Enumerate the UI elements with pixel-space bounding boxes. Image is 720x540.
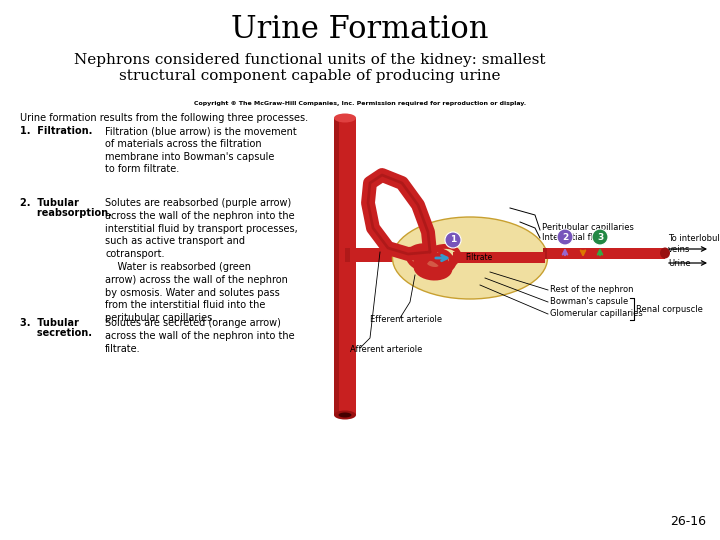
Text: Nephrons considered functional units of the kidney: smallest: Nephrons considered functional units of … xyxy=(74,53,546,67)
Bar xyxy=(334,118,339,415)
Ellipse shape xyxy=(660,247,670,259)
Text: Urine formation results from the following three processes.: Urine formation results from the followi… xyxy=(20,113,308,123)
Bar xyxy=(334,118,356,415)
Ellipse shape xyxy=(334,113,356,123)
Bar xyxy=(543,247,665,259)
Text: Peritubular capillaries: Peritubular capillaries xyxy=(542,224,634,233)
Text: 1.  Filtration.: 1. Filtration. xyxy=(20,126,92,136)
Text: Afferent arteriole: Afferent arteriole xyxy=(350,346,423,354)
Text: Solutes are secreted (orange arrow)
across the wall of the nephron into the
filt: Solutes are secreted (orange arrow) acro… xyxy=(105,318,294,354)
Text: Urine: Urine xyxy=(668,259,690,267)
Text: 2.  Tubular: 2. Tubular xyxy=(20,198,79,208)
Text: Bowman's capsule: Bowman's capsule xyxy=(550,298,629,307)
Text: Interstitial fluid: Interstitial fluid xyxy=(542,233,606,242)
Text: Rest of the nephron: Rest of the nephron xyxy=(550,286,634,294)
Text: 2: 2 xyxy=(562,233,568,241)
Bar xyxy=(345,248,350,262)
Text: reabsorption.: reabsorption. xyxy=(20,208,112,218)
Text: To interlobular
veins: To interlobular veins xyxy=(668,234,720,254)
Text: Renal corpuscle: Renal corpuscle xyxy=(636,305,703,314)
Ellipse shape xyxy=(392,217,547,299)
Bar xyxy=(543,247,547,259)
Circle shape xyxy=(592,229,608,245)
Bar xyxy=(453,252,545,262)
Text: Urine Formation: Urine Formation xyxy=(231,15,489,45)
Text: 3: 3 xyxy=(597,233,603,241)
Text: Filtration (blue arrow) is the movement
of materials across the filtration
membr: Filtration (blue arrow) is the movement … xyxy=(105,126,297,174)
Text: structural component capable of producing urine: structural component capable of producin… xyxy=(120,69,500,83)
Text: 3.  Tubular: 3. Tubular xyxy=(20,318,79,328)
Circle shape xyxy=(557,229,573,245)
Bar xyxy=(345,248,445,262)
Ellipse shape xyxy=(334,410,356,420)
Text: Efferent arteriole: Efferent arteriole xyxy=(370,315,442,325)
Ellipse shape xyxy=(338,413,351,417)
Text: Solutes are reabsorbed (purple arrow)
across the wall of the nephron into the
in: Solutes are reabsorbed (purple arrow) ac… xyxy=(105,198,298,323)
Text: 1: 1 xyxy=(450,235,456,245)
Text: Filtrate: Filtrate xyxy=(465,253,492,262)
Text: Glomerular capillaries: Glomerular capillaries xyxy=(550,309,643,319)
Ellipse shape xyxy=(423,254,447,270)
Text: 26-16: 26-16 xyxy=(670,515,706,528)
Circle shape xyxy=(445,232,461,248)
Text: Copyright © The McGraw-Hill Companies, Inc. Permission required for reproduction: Copyright © The McGraw-Hill Companies, I… xyxy=(194,100,526,105)
Text: secretion.: secretion. xyxy=(20,328,92,338)
